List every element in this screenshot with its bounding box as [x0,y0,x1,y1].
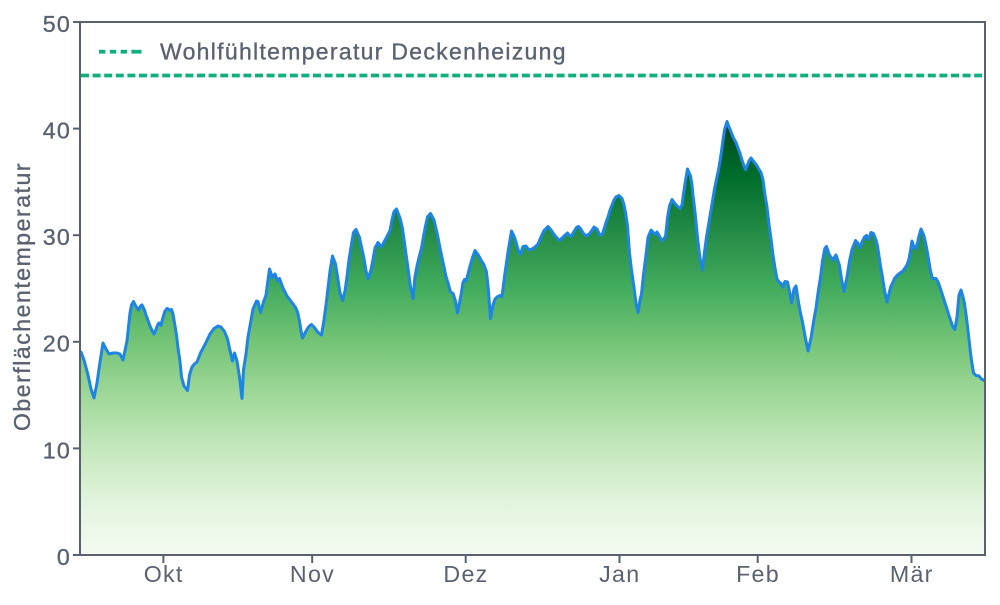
svg-text:Okt: Okt [144,561,184,587]
svg-text:10: 10 [43,437,71,463]
svg-text:30: 30 [43,224,71,250]
svg-text:20: 20 [43,331,71,357]
svg-text:Nov: Nov [290,561,335,587]
svg-text:Jan: Jan [599,561,640,587]
svg-text:Mär: Mär [890,561,934,587]
svg-text:40: 40 [43,118,71,144]
svg-text:50: 50 [43,11,71,37]
svg-text:Oberflächentemperatur: Oberflächentemperatur [9,162,35,431]
svg-text:Dez: Dez [443,561,488,587]
svg-text:Feb: Feb [736,561,780,587]
svg-text:0: 0 [57,544,71,570]
svg-text:Wohlfühltemperatur Deckenheizu: Wohlfühltemperatur Deckenheizung [160,39,567,65]
